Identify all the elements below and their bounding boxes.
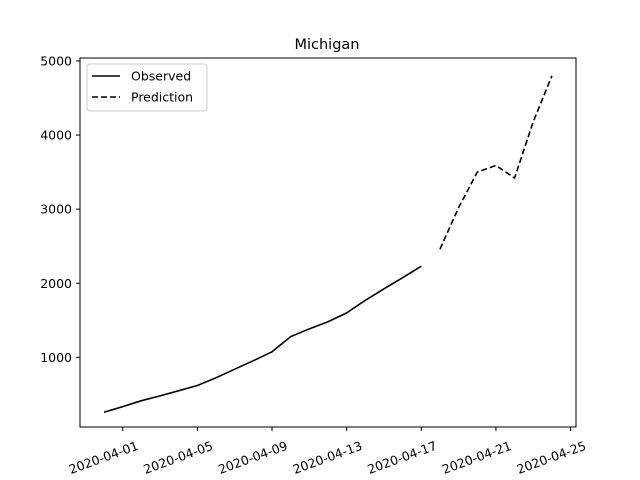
prediction-series-line — [439, 75, 553, 250]
x-tick-label: 2020-04-21 — [440, 438, 513, 477]
x-tick-label: 2020-04-09 — [216, 438, 289, 477]
x-tick-label: 2020-04-05 — [141, 438, 214, 477]
y-tick-label: 3000 — [40, 202, 72, 217]
x-tick-label: 2020-04-25 — [515, 438, 588, 477]
y-axis: 1000 2000 3000 4000 5000 — [40, 53, 80, 365]
chart-title: Michigan — [294, 37, 359, 53]
y-tick-label: 5000 — [40, 53, 72, 68]
legend-observed-label: Observed — [131, 69, 191, 84]
x-tick-label: 2020-04-01 — [67, 438, 140, 477]
x-tick-label: 2020-04-13 — [291, 438, 364, 477]
observed-series-line — [103, 265, 422, 413]
legend: Observed Prediction — [86, 63, 208, 112]
plot-area — [103, 75, 553, 413]
axes-frame — [79, 57, 577, 428]
x-tick-label: 2020-04-17 — [365, 438, 438, 477]
y-tick-label: 4000 — [40, 128, 72, 143]
y-tick-label: 1000 — [40, 350, 72, 365]
x-axis: 2020-04-01 2020-04-05 2020-04-09 2020-04-13… — [67, 427, 588, 477]
y-tick-label: 2000 — [40, 276, 72, 291]
legend-prediction-label: Prediction — [131, 90, 193, 105]
